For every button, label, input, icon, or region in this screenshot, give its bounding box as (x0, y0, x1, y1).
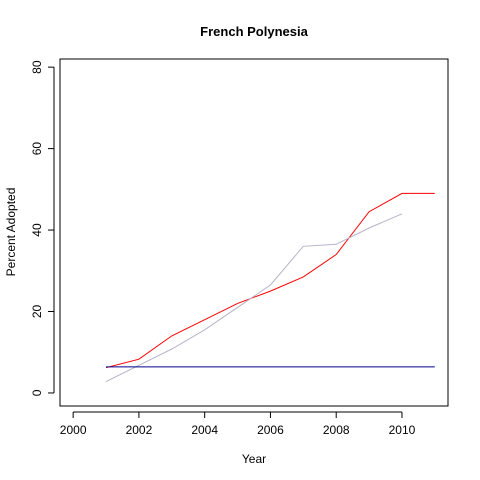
series-layer (105, 192, 435, 383)
x-tick-label: 2006 (257, 423, 284, 437)
y-tick-label: 0 (30, 389, 44, 396)
x-tick-label: 2004 (191, 423, 218, 437)
series-line-1 (105, 192, 435, 369)
y-tick-label: 40 (30, 223, 44, 237)
x-axis-label: Year (242, 452, 266, 466)
x-tick-label: 2008 (323, 423, 350, 437)
x-axis: 2000 2002 2004 2006 2008 2010 (60, 411, 416, 437)
series-line-2 (105, 213, 403, 383)
y-tick-label: 20 (30, 305, 44, 319)
y-tick-label: 80 (30, 60, 44, 74)
x-tick-label: 2010 (389, 423, 416, 437)
y-axis-label: Percent Adopted (4, 188, 18, 277)
x-tick-label: 2000 (60, 423, 87, 437)
chart-title: French Polynesia (200, 24, 308, 39)
x-tick-label: 2002 (126, 423, 153, 437)
y-axis: 0 20 40 60 80 (30, 60, 55, 396)
plot-frame (59, 58, 449, 407)
y-tick-label: 60 (30, 142, 44, 156)
